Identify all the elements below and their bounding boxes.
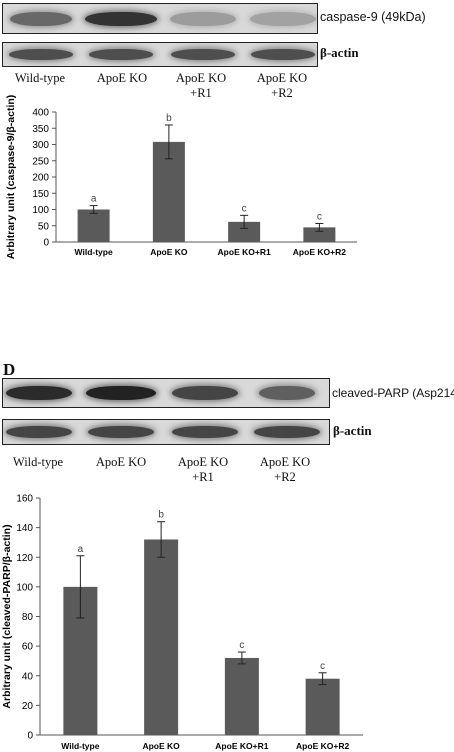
actin-blot-label-c: β-actin [320,45,359,60]
lane-label-d-2: ApoE KO [95,455,147,469]
blot-band [251,49,315,60]
lane-label-d-1: Wild-type [12,455,64,469]
blot-band [170,11,236,26]
y-tick-label: 300 [32,140,49,151]
y-tick-label: 0 [43,238,49,249]
bar [77,209,110,242]
cleaved-parp-blot-label: cleaved-PARP (Asp214) [332,386,454,400]
blot-band [6,426,72,438]
significance-letter: b [158,510,164,521]
significance-letter: c [239,640,244,651]
cleaved-parp-blot-image [2,378,330,408]
y-tick-label: 0 [27,731,33,742]
bar [303,227,336,242]
y-tick-label: 400 [32,108,49,119]
category-label: ApoE KO+R1 [215,741,268,751]
blot-band [172,386,238,400]
actin-blot-image-d [2,419,330,445]
caspase9-blot-image [2,3,318,34]
actin-blot-label-d: β-actin [333,423,372,438]
lane-label-d-4: ApoE KO +R2 [259,455,311,484]
y-axis-label: Arbitrary unit (caspase-9/β-actin) [5,95,17,260]
bar [224,657,259,735]
blot-band [86,386,156,400]
y-tick-label: 60 [22,642,34,653]
significance-letter: a [91,194,97,205]
category-label: ApoE KO+R2 [293,247,346,257]
category-label: Wild-type [75,247,113,257]
y-tick-label: 80 [22,612,34,623]
category-label: Wild-type [61,741,99,751]
category-label: ApoE KO+R2 [296,741,349,751]
blot-band [254,426,320,438]
cleaved-parp-bar-chart: 0 20 40 60 80 100 120 140 160 Arbitrary unit (cle… [1,494,363,751]
blot-band [250,11,316,26]
blot-band [89,49,153,60]
significance-letter: c [242,203,247,214]
y-tick-label: 350 [32,124,49,135]
y-tick-label: 200 [32,173,49,184]
significance-letter: a [78,544,84,555]
blot-band [10,11,72,26]
lane-label-c-1: Wild-type [14,71,66,85]
y-tick-label: 120 [16,553,33,564]
blot-band [85,11,157,26]
y-tick-label: 20 [22,701,34,712]
lane-label-c-2: ApoE KO [96,71,148,85]
lane-label-c-3: ApoE KO +R1 [175,71,227,100]
blot-band [6,386,72,400]
significance-letter: b [166,113,172,124]
y-tick-label: 140 [16,523,33,534]
caspase9-bar-chart: 0 50 100 150 200 250 300 350 400 Arbitrary unit (… [5,95,357,259]
y-tick-label: 50 [38,221,50,232]
bar [144,539,179,735]
panel-letter-d: D [3,360,16,379]
significance-letter: c [320,661,325,672]
y-tick-label: 100 [16,582,33,593]
lane-label-c-4: ApoE KO +R2 [256,71,308,100]
lane-label-d-3: ApoE KO +R1 [177,455,229,484]
bar [228,221,261,242]
y-tick-label: 100 [32,205,49,216]
category-label: ApoE KO [142,741,180,751]
y-tick-label: 150 [32,189,49,200]
blot-band [172,426,238,438]
caspase9-blot-label: caspase-9 (49kDa) [320,10,426,24]
category-label: ApoE KO [150,247,188,257]
bar [305,678,340,735]
blot-band [259,386,315,400]
y-tick-label: 40 [22,671,34,682]
blot-band [9,49,73,60]
y-axis-label: Arbitrary unit (cleaved-PARP/β-actin) [1,524,13,708]
actin-blot-image-c [2,42,318,67]
category-label: ApoE KO+R1 [218,247,271,257]
blot-band [88,426,154,438]
blot-band [171,49,235,60]
y-tick-label: 160 [16,494,33,505]
y-tick-label: 250 [32,156,49,167]
significance-letter: c [317,211,322,222]
